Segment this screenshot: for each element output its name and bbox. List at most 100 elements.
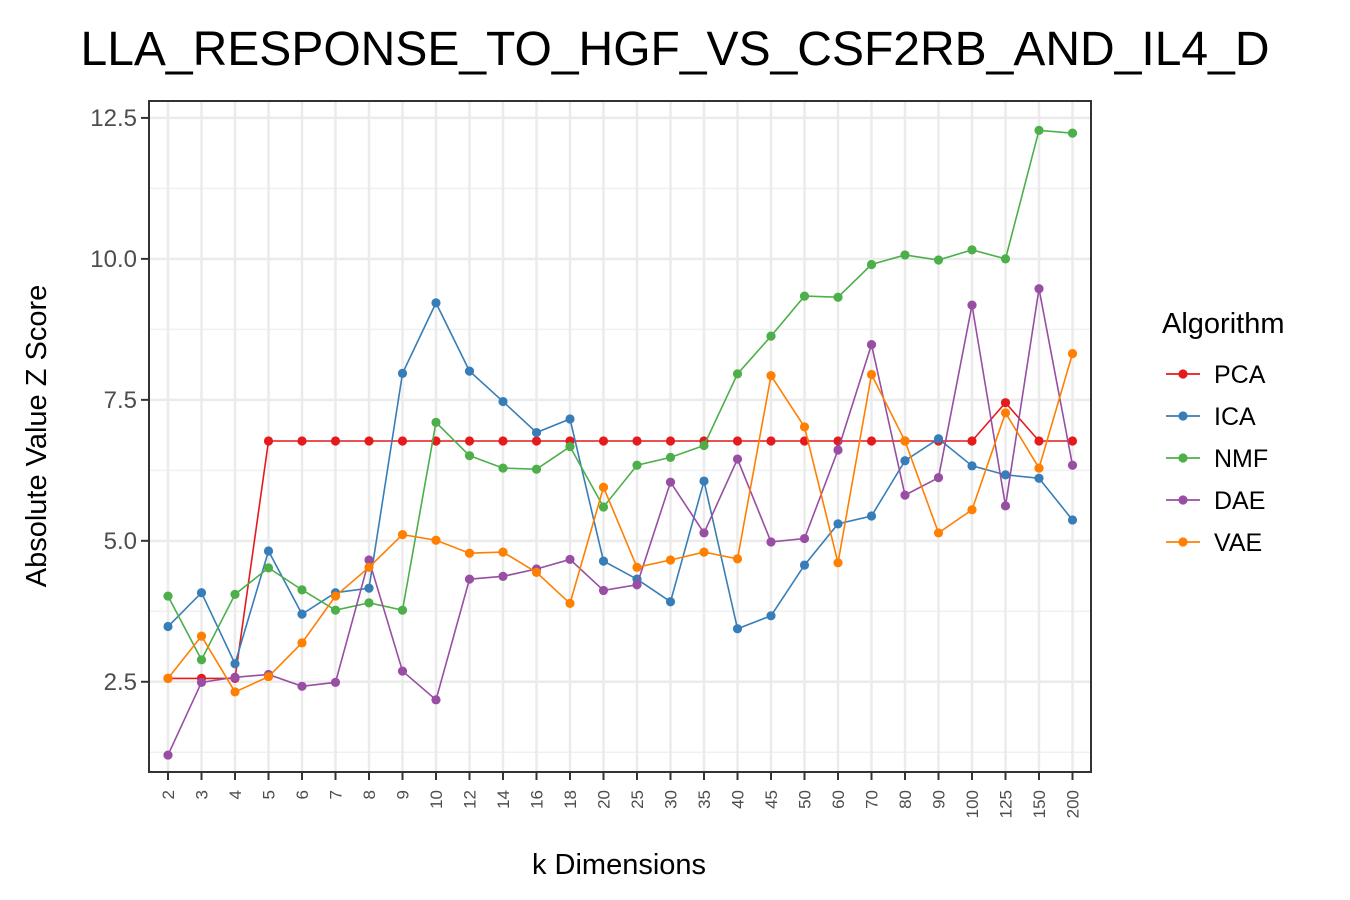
legend-key-point-dae	[1178, 495, 1188, 505]
legend-label-nmf: NMF	[1214, 445, 1268, 473]
series-line-vae	[167, 353, 1074, 693]
data-point-nmf	[565, 442, 575, 452]
y-tick-label: 5.0	[104, 528, 137, 555]
legend-key-point-ica	[1178, 411, 1188, 421]
data-point-dae	[196, 677, 207, 687]
legend-label-ica: ICA	[1214, 403, 1256, 431]
data-point-ica	[397, 368, 408, 378]
x-tick-label: 150	[1030, 790, 1049, 818]
data-point-ica	[766, 611, 776, 621]
data-point-dae	[632, 580, 642, 590]
legend-key-point-nmf	[1178, 453, 1188, 463]
data-point-ica	[665, 597, 676, 607]
data-point-dae	[933, 473, 944, 483]
data-point-pca	[598, 436, 609, 446]
data-point-dae	[397, 666, 408, 676]
data-point-ica	[464, 366, 475, 376]
x-tick-label: 6	[293, 790, 312, 799]
data-point-vae	[431, 535, 441, 545]
data-point-vae	[397, 530, 408, 540]
x-tick-label: 16	[528, 790, 547, 809]
series-line-pca	[168, 401, 1073, 680]
data-point-pca	[364, 436, 374, 446]
series-line-nmf	[167, 129, 1073, 662]
data-point-ica	[263, 546, 274, 556]
data-point-ica	[531, 427, 542, 438]
data-point-vae	[163, 673, 173, 683]
data-point-vae	[598, 482, 609, 492]
data-point-vae	[732, 554, 743, 564]
data-point-nmf	[230, 589, 240, 599]
data-point-vae	[766, 371, 776, 381]
x-tick-label: 25	[628, 790, 647, 809]
data-point-ica	[431, 298, 441, 308]
data-point-nmf	[933, 255, 944, 265]
data-point-vae	[464, 548, 475, 558]
series-line-ica	[167, 301, 1074, 666]
data-point-ica	[699, 476, 709, 486]
y-axis-title: Absolute Value Z Score	[21, 285, 53, 588]
data-point-nmf	[464, 451, 475, 461]
data-point-pca	[297, 436, 307, 446]
legend: Algorithm PCA ICA NMF DAE VAE	[1162, 308, 1285, 557]
y-tick-label: 10.0	[90, 246, 137, 273]
y-tick-label: 7.5	[104, 387, 137, 414]
data-point-vae	[297, 638, 307, 648]
x-tick-label: 200	[1064, 790, 1083, 818]
legend-key-point-vae	[1178, 537, 1188, 547]
x-tick-label: 14	[494, 790, 513, 809]
data-point-vae	[1067, 349, 1078, 359]
data-point-dae	[598, 585, 609, 596]
grid-lines	[149, 101, 1091, 772]
series-layer	[163, 125, 1078, 760]
y-tick-label: 12.5	[90, 105, 137, 132]
data-point-dae	[1000, 501, 1011, 511]
data-point-vae	[699, 547, 709, 557]
data-point-vae	[498, 547, 508, 557]
data-point-vae	[230, 687, 240, 697]
x-tick-label: 7	[327, 790, 346, 799]
data-point-dae	[665, 477, 676, 487]
data-point-pca	[665, 436, 676, 446]
x-tick-label: 2	[159, 790, 178, 799]
data-point-nmf	[799, 291, 810, 301]
data-point-nmf	[196, 655, 207, 665]
data-point-dae	[364, 555, 374, 565]
x-tick-label: 9	[394, 790, 413, 799]
data-point-nmf	[1067, 128, 1078, 138]
data-point-ica	[230, 659, 240, 669]
data-point-vae	[330, 591, 341, 601]
chart-title: LLA_RESPONSE_TO_HGF_VS_CSF2RB_AND_IL4_D	[81, 23, 1270, 76]
x-tick-label: 20	[595, 790, 614, 809]
data-point-pca	[766, 436, 776, 446]
data-point-vae	[1034, 463, 1044, 473]
data-point-nmf	[866, 259, 877, 270]
data-point-vae	[900, 436, 910, 446]
legend-label-dae: DAE	[1214, 487, 1265, 515]
data-point-pca	[464, 436, 475, 446]
data-point-vae	[196, 631, 207, 641]
data-point-vae	[364, 562, 374, 572]
data-point-vae	[933, 528, 944, 538]
data-point-ica	[967, 461, 977, 471]
x-tick-label: 60	[829, 790, 848, 809]
data-point-dae	[163, 750, 173, 760]
legend-label-pca: PCA	[1214, 361, 1266, 389]
data-point-ica	[866, 511, 877, 521]
data-point-nmf	[699, 440, 709, 451]
data-point-pca	[967, 436, 977, 446]
data-point-nmf	[498, 463, 508, 473]
data-point-nmf	[263, 563, 274, 573]
data-point-ica	[565, 414, 575, 424]
plot-background	[149, 101, 1091, 772]
data-point-vae	[632, 562, 642, 572]
legend-title: Algorithm	[1162, 308, 1285, 340]
data-point-dae	[230, 672, 240, 682]
data-point-vae	[866, 369, 877, 380]
x-tick-label: 18	[561, 790, 580, 809]
x-axis-title: k Dimensions	[532, 849, 706, 881]
data-point-dae	[732, 454, 743, 464]
x-tick-label: 40	[729, 790, 748, 809]
